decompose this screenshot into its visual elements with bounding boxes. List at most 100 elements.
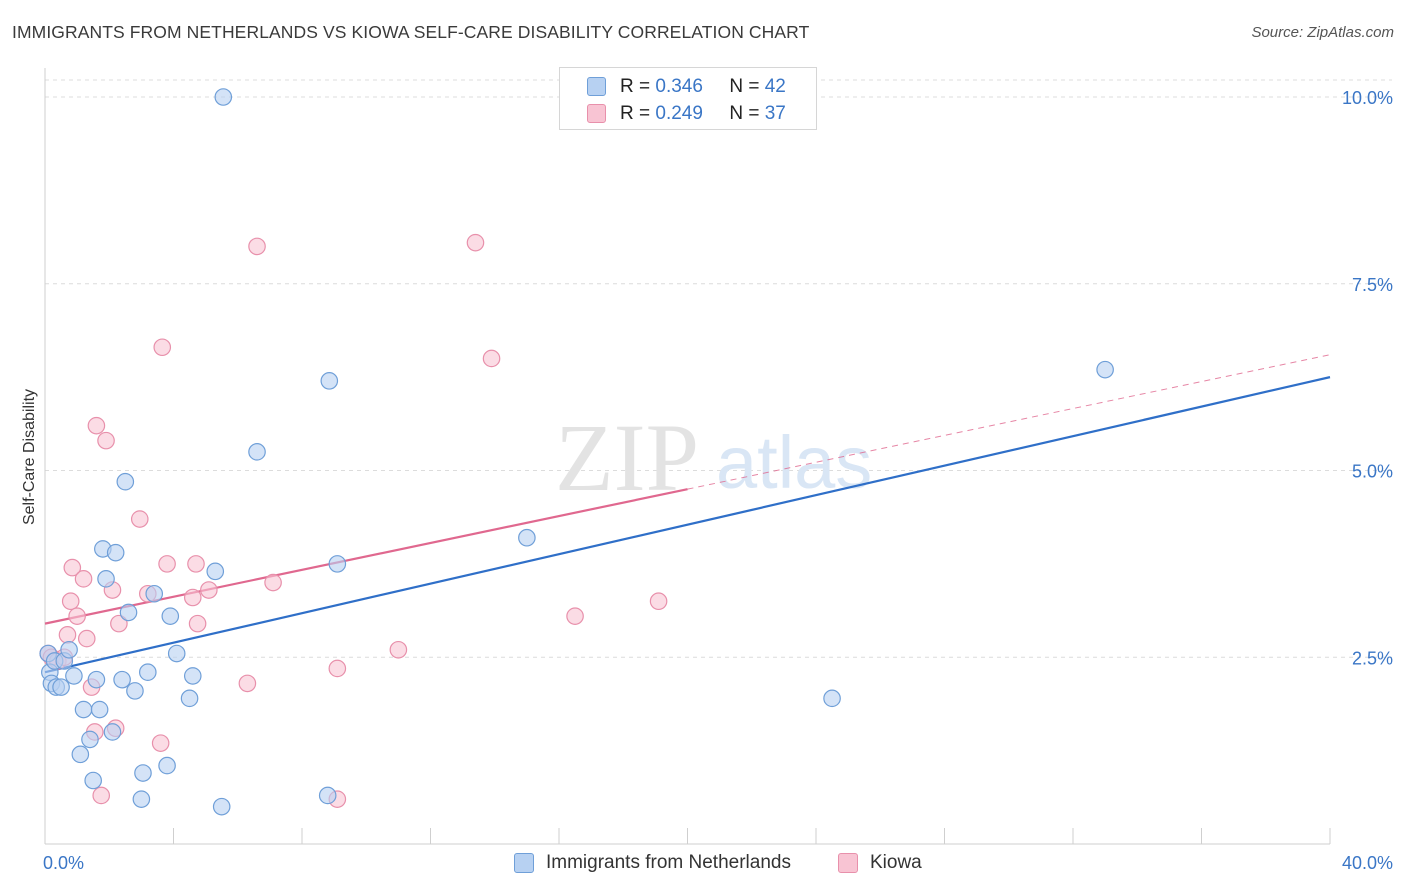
y-tick-label: 7.5% (1352, 275, 1393, 295)
point-netherlands (320, 372, 339, 390)
point-netherlands (84, 771, 102, 790)
legend-n-label: N = (729, 103, 765, 124)
legend-n-value: 37 (764, 103, 786, 124)
point-netherlands (116, 472, 135, 491)
point-kiowa (187, 555, 205, 573)
point-netherlands (167, 644, 186, 663)
point-kiowa (200, 581, 218, 599)
point-netherlands (71, 745, 90, 764)
axes-layer (44, 68, 1331, 845)
point-netherlands (158, 756, 176, 775)
point-kiowa (77, 629, 96, 648)
point-netherlands (90, 700, 109, 719)
legend-label-netherlands: Immigrants from Netherlands (546, 852, 791, 873)
point-kiowa (466, 233, 485, 252)
y-axis-label: Self-Care Disability (21, 388, 38, 526)
points-layer (39, 88, 1114, 816)
point-netherlands (60, 640, 78, 659)
point-netherlands (132, 790, 151, 808)
legend-n-label: N = (729, 76, 765, 97)
legend-label-kiowa: Kiowa (870, 852, 922, 873)
point-netherlands (65, 667, 83, 685)
point-kiowa (482, 349, 501, 368)
point-netherlands (518, 528, 536, 547)
point-kiowa (158, 555, 176, 573)
point-kiowa (97, 431, 115, 450)
point-kiowa (74, 570, 93, 588)
point-netherlands (134, 764, 152, 782)
y-tick-label: 2.5% (1352, 648, 1393, 668)
point-kiowa (238, 674, 257, 693)
watermark-atlas: atlas (716, 421, 872, 504)
point-kiowa (188, 614, 207, 633)
point-netherlands (206, 562, 225, 581)
legend-swatch-pink (838, 853, 858, 873)
chart-title: IMMIGRANTS FROM NETHERLANDS VS KIOWA SEL… (12, 22, 810, 42)
point-kiowa (63, 558, 82, 577)
legend-r-value: 0.346 (655, 76, 703, 97)
point-netherlands (328, 555, 347, 573)
trend-line-kiowa (44, 488, 688, 625)
point-kiowa (61, 592, 80, 611)
point-netherlands (161, 607, 180, 625)
point-netherlands (119, 603, 138, 622)
point-netherlands (183, 667, 202, 685)
point-kiowa (58, 626, 77, 644)
point-netherlands (248, 443, 266, 461)
x-tick-label: 40.0% (1342, 853, 1393, 873)
legend-n-value: 42 (764, 76, 786, 97)
point-kiowa (248, 237, 266, 256)
point-kiowa (92, 786, 111, 805)
source-label: Source: ZipAtlas.com (1251, 24, 1394, 41)
point-netherlands (52, 678, 70, 696)
watermark-zip: ZIP (555, 404, 699, 511)
point-kiowa (130, 510, 149, 528)
legend-r-value: 0.249 (655, 103, 703, 124)
point-kiowa (87, 416, 106, 435)
point-netherlands (1096, 360, 1114, 379)
trend-layer (44, 354, 1331, 674)
point-netherlands (180, 689, 199, 708)
legend-swatch-pink (587, 104, 606, 123)
legend-item-netherlands[interactable]: Immigrants from Netherlands (514, 852, 791, 874)
point-kiowa (389, 640, 408, 659)
trend-line-netherlands (44, 376, 1331, 674)
correlation-legend: R = 0.346 N = 42 R = 0.249 N = 37 (559, 67, 817, 130)
point-kiowa (110, 614, 128, 633)
watermark: ZIP atlas (555, 404, 872, 511)
point-netherlands (81, 730, 99, 749)
point-netherlands (97, 570, 115, 588)
x-tick-label: 0.0% (43, 853, 84, 873)
point-kiowa (566, 607, 584, 625)
point-kiowa (264, 573, 282, 592)
legend-item-kiowa[interactable]: Kiowa (838, 852, 922, 874)
grid-layer (45, 79, 1392, 658)
point-kiowa (649, 592, 668, 611)
tick-labels: 2.5% 5.0% 7.5% 10.0% 0.0% 40.0% (43, 88, 1393, 873)
point-kiowa (153, 338, 172, 357)
point-netherlands (87, 670, 106, 689)
point-kiowa (151, 734, 170, 752)
y-tick-label: 10.0% (1342, 88, 1393, 108)
legend-swatch-blue (514, 853, 534, 873)
series-legend: Immigrants from Netherlands Kiowa (0, 852, 1406, 878)
point-netherlands (214, 88, 233, 106)
point-netherlands (103, 723, 122, 741)
legend-swatch-blue (587, 77, 606, 96)
y-tick-label: 5.0% (1352, 462, 1393, 482)
point-netherlands (113, 670, 131, 689)
legend-r-label: R = (620, 103, 656, 124)
point-netherlands (139, 663, 157, 681)
legend-r-label: R = (620, 76, 656, 97)
point-netherlands (145, 584, 164, 603)
point-netherlands (318, 786, 337, 805)
point-kiowa (328, 659, 347, 678)
point-netherlands (823, 689, 841, 708)
point-netherlands (212, 797, 231, 816)
point-netherlands (106, 543, 125, 562)
point-kiowa (68, 607, 86, 625)
point-kiowa (183, 588, 202, 607)
point-netherlands (74, 700, 93, 719)
point-netherlands (126, 682, 144, 700)
